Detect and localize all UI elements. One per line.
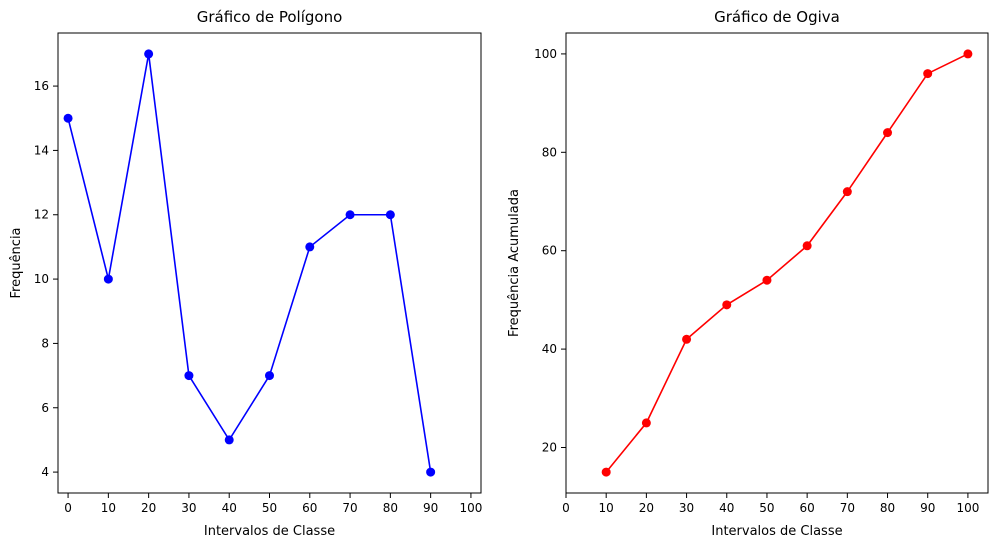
series-line <box>67 53 432 473</box>
data-point <box>345 210 355 220</box>
data-point <box>722 300 732 310</box>
chart-title: Gráfico de Polígono <box>197 8 343 26</box>
data-point <box>762 275 772 285</box>
data-point <box>63 113 73 123</box>
data-point <box>184 371 194 381</box>
data-point <box>601 467 611 477</box>
x-tick-label: 30 <box>679 501 694 515</box>
chart-title: Gráfico de Ogiva <box>714 8 840 26</box>
data-point <box>426 467 436 477</box>
data-point <box>682 334 692 344</box>
x-tick-label: 70 <box>342 501 357 515</box>
x-tick-label: 50 <box>262 501 277 515</box>
x-tick-label: 100 <box>459 501 482 515</box>
x-axis-label: Intervalos de Classe <box>204 524 335 539</box>
x-tick-label: 60 <box>302 501 317 515</box>
y-axis-label: Frequência Acumulada <box>507 189 522 337</box>
ogiva-chart: Gráfico de Ogiva Intervalos de Classe Fr… <box>507 8 989 539</box>
data-point <box>144 49 154 59</box>
y-tick-label: 100 <box>534 47 557 61</box>
data-point <box>305 242 315 252</box>
y-tick-label: 20 <box>542 440 557 454</box>
x-tick-label: 100 <box>956 501 979 515</box>
y-tick-label: 6 <box>41 401 49 415</box>
y-tick-label: 14 <box>34 143 49 157</box>
plot-frame <box>57 32 482 494</box>
x-tick-label: 40 <box>719 501 734 515</box>
x-tick-label: 90 <box>920 501 935 515</box>
x-tick-label: 0 <box>562 501 570 515</box>
data-point <box>265 371 274 381</box>
y-tick-label: 12 <box>34 208 49 222</box>
x-tick-label: 70 <box>840 501 855 515</box>
x-tick-label: 20 <box>639 501 654 515</box>
data-point <box>641 418 651 428</box>
x-tick-label: 0 <box>64 501 72 515</box>
x-tick-label: 80 <box>383 501 398 515</box>
data-point <box>883 128 893 138</box>
x-tick-label: 80 <box>880 501 895 515</box>
data-point <box>103 274 113 284</box>
data-point <box>923 69 933 79</box>
x-tick-label: 10 <box>599 501 614 515</box>
poligono-chart: Gráfico de Polígono Intervalos de Classe… <box>9 8 482 539</box>
plot-frame <box>565 32 989 494</box>
x-tick-label: 30 <box>181 501 196 515</box>
data-point <box>224 435 234 445</box>
data-point <box>385 210 395 220</box>
y-axis-label: Frequência <box>9 227 24 298</box>
x-tick-label: 20 <box>141 501 156 515</box>
y-tick-label: 40 <box>542 342 557 356</box>
x-axis-label: Intervalos de Classe <box>711 524 842 539</box>
y-tick-label: 4 <box>41 465 49 479</box>
y-tick-label: 16 <box>34 79 49 93</box>
x-tick-label: 50 <box>759 501 774 515</box>
data-point <box>963 49 973 59</box>
y-tick-label: 10 <box>34 272 49 286</box>
x-tick-label: 40 <box>222 501 237 515</box>
series-line <box>605 53 969 473</box>
y-tick-label: 8 <box>41 336 49 350</box>
data-point <box>842 187 852 197</box>
y-tick-label: 60 <box>542 244 557 258</box>
data-point <box>802 241 812 251</box>
x-tick-label: 10 <box>101 501 116 515</box>
x-tick-label: 60 <box>800 501 815 515</box>
x-tick-label: 90 <box>423 501 438 515</box>
y-tick-label: 80 <box>542 145 557 159</box>
